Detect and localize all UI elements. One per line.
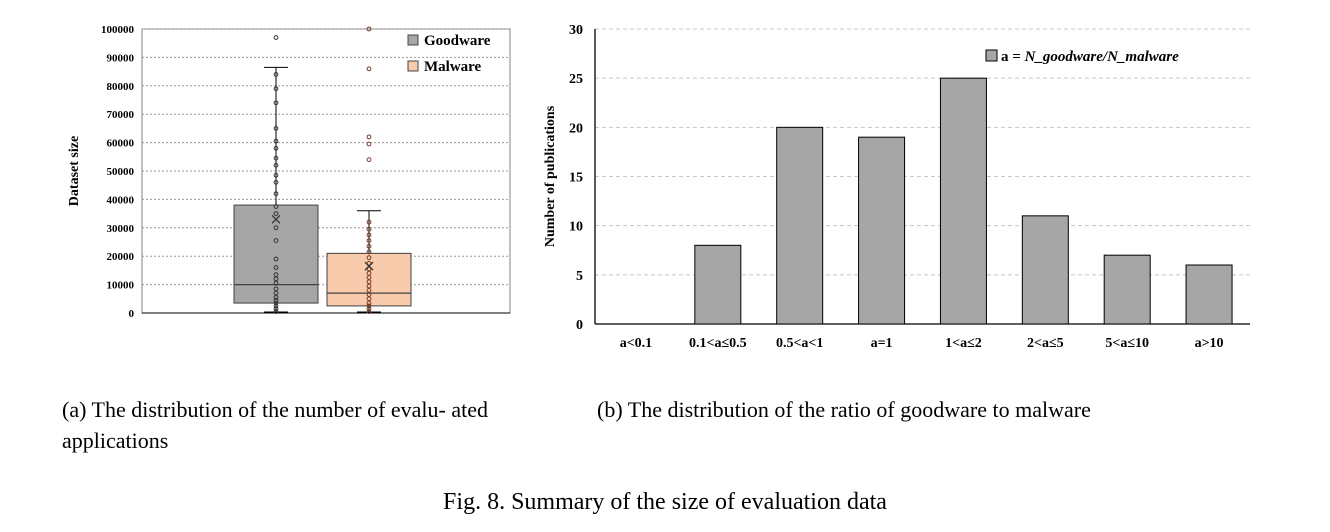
x-tick-label: 0.1<a≤0.5 <box>689 336 747 351</box>
data-point <box>273 225 279 231</box>
x-tick-label: a<0.1 <box>620 336 652 351</box>
bar-3 <box>776 126 824 325</box>
y-axis-title: Dataset size <box>67 136 82 206</box>
data-point <box>273 238 279 243</box>
bar-7 <box>1103 254 1151 325</box>
bar-2 <box>694 244 742 325</box>
data-point <box>366 238 372 243</box>
data-point <box>273 86 279 92</box>
y-tick-label: 90000 <box>107 52 135 64</box>
data-point <box>273 272 279 278</box>
data-point <box>366 219 372 225</box>
mean-marker <box>364 261 374 271</box>
box-goodware <box>233 35 319 314</box>
data-point <box>366 243 372 249</box>
data-point <box>273 303 279 309</box>
x-tick-label: 0.5<a<1 <box>776 336 823 351</box>
y-tick-label: 15 <box>569 171 583 186</box>
data-point <box>366 134 372 140</box>
data-point <box>366 157 372 163</box>
data-point <box>273 297 279 303</box>
data-point <box>366 255 372 261</box>
figure-caption: Fig. 8. Summary of the size of evaluatio… <box>443 489 887 515</box>
data-point <box>366 303 372 309</box>
caption-b: (b) The distribution of the ratio of goo… <box>597 397 1091 422</box>
dataset-size-boxplot: 0 10000 20000 30000 40000 50000 60000 70000 8000… <box>67 24 511 320</box>
data-point <box>273 172 279 178</box>
data-point <box>273 100 279 106</box>
legend-formula: N_goodware/N_malware <box>1024 49 1180 65</box>
data-point <box>273 179 279 185</box>
legend-label: a = N_goodware/N_malware <box>1001 49 1179 65</box>
y-tick-label: 20000 <box>107 251 135 263</box>
mean-marker <box>271 214 281 224</box>
y-tick-label: 80000 <box>107 81 135 93</box>
y-axis-title: Number of publications <box>543 105 558 247</box>
data-point <box>273 72 279 77</box>
data-point <box>273 256 279 262</box>
data-point <box>366 26 372 32</box>
data-point <box>366 141 372 147</box>
data-point <box>273 306 279 312</box>
x-tick-label: a=1 <box>871 336 893 351</box>
y-tick-label: 50000 <box>107 166 135 178</box>
data-point <box>366 66 372 72</box>
y-tick-label: 10000 <box>107 280 135 292</box>
data-point <box>366 249 372 255</box>
data-point <box>366 226 372 232</box>
data-point <box>273 309 279 314</box>
legend-prefix: a = <box>1001 49 1025 65</box>
y-tick-label: 70000 <box>107 109 135 121</box>
y-tick-label: 30000 <box>107 223 135 235</box>
y-tick-label: 30 <box>569 23 583 38</box>
data-point <box>366 266 372 272</box>
legend-swatch-goodware <box>407 34 419 46</box>
x-tick-label: 5<a≤10 <box>1105 336 1149 351</box>
box-malware <box>326 26 412 314</box>
data-point <box>273 125 279 131</box>
bar-4 <box>858 136 906 325</box>
data-point <box>366 260 372 266</box>
x-tick-label: 2<a≤5 <box>1027 336 1064 351</box>
data-point <box>273 191 279 197</box>
data-point <box>366 306 372 312</box>
data-point <box>366 309 372 314</box>
data-point <box>366 232 372 238</box>
y-tick-label: 60000 <box>107 138 135 150</box>
data-point <box>273 265 279 270</box>
data-point <box>273 204 279 209</box>
data-point <box>273 286 279 292</box>
data-point <box>273 138 279 144</box>
y-tick-label: 40000 <box>107 194 135 206</box>
y-tick-label: 20 <box>569 121 583 136</box>
legend-label-malware: Malware <box>424 59 482 75</box>
bar-8 <box>1185 264 1233 325</box>
y-tick-label: 25 <box>569 72 583 87</box>
y-tick-label: 10 <box>569 220 583 235</box>
data-point <box>273 145 279 151</box>
y-tick-label: 0 <box>129 308 135 320</box>
bar-5 <box>939 77 987 325</box>
x-tick-label: 1<a≤2 <box>945 336 982 351</box>
bar-6 <box>1021 215 1069 325</box>
x-tick-label: a>10 <box>1195 336 1224 351</box>
data-point <box>273 300 279 306</box>
data-point <box>273 211 279 217</box>
legend-swatch-malware <box>407 60 419 72</box>
data-point <box>273 162 279 168</box>
ratio-bar-chart: 0 5 10 15 20 25 30 Number of publications a<0.1 0… <box>543 23 1250 351</box>
legend-swatch <box>985 49 998 62</box>
y-tick-label: 100000 <box>101 24 135 36</box>
y-tick-label: 5 <box>576 269 583 284</box>
data-point <box>273 35 279 40</box>
legend-label-goodware: Goodware <box>424 33 491 49</box>
y-tick-label: 0 <box>576 318 583 333</box>
data-point <box>273 155 279 161</box>
caption-a: (a) The distribution of the number of ev… <box>62 397 489 453</box>
